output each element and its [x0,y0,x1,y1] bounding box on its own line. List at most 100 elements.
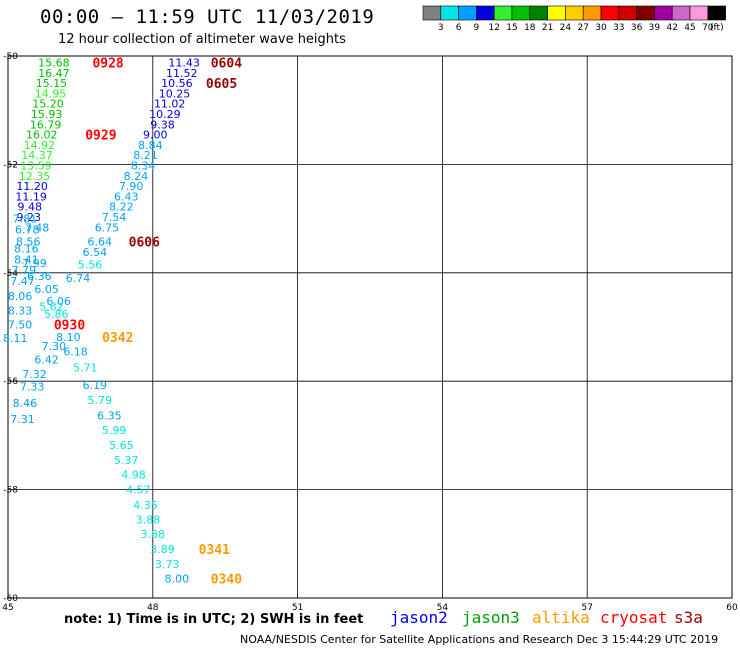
wave-height-value: 16.02 [26,129,58,142]
legend-swatch [458,5,477,21]
legend-bin-label: 36 [631,23,643,33]
wave-height-value: 4.98 [121,468,146,481]
satellite-legend-jason2: jason2 [390,608,448,627]
legend-swatch [618,5,637,21]
legend-swatch [547,5,566,21]
legend-bin-label: 6 [456,23,462,33]
wave-height-value: 7.90 [119,180,144,193]
legend-bin-label: 70 [702,23,714,33]
wave-height-value: 9.23 [17,211,42,224]
wave-height-value: 8.00 [165,572,190,585]
time-labels: 0928 0929 0930 0604 0605 0606 0342 0341 0340 [54,57,242,588]
wave-height-value: 7.81 [13,213,38,226]
pass-time-label: 0929 [85,129,116,144]
wave-height-value: 10.56 [161,77,193,90]
wave-height-value: 3.89 [150,543,175,556]
y-tick-label: -52 [3,160,18,170]
pass-time-label: 0604 [211,57,242,72]
wave-height-value: 6.35 [97,409,122,422]
legend-swatch [654,5,673,21]
pass-time-label: 0341 [199,543,230,558]
wave-height-value: 16.47 [38,67,70,80]
pass-time-label: 0930 [54,318,85,333]
wave-height-value: 8.41 [14,253,39,266]
wave-height-value: 9.38 [150,118,175,131]
wave-height-value: 7.33 [20,381,45,394]
wave-height-value: 8.11 [3,332,28,345]
wave-height-value: 10.25 [159,87,191,100]
wave-height-value: 8.24 [124,170,149,183]
pass-time-label: 0340 [211,572,242,587]
wave-height-value: 7.50 [8,318,33,331]
legend-swatch [529,5,548,21]
legend-swatch [671,5,691,21]
y-tick-label: -54 [3,269,18,279]
legend-swatch [476,5,495,21]
legend-bin-label: 18 [524,23,536,33]
wave-height-value: 7.31 [10,413,35,426]
legend-swatch [707,5,726,21]
x-tick-label: 45 [2,603,13,613]
wave-height-value: 8.84 [138,139,163,152]
wave-height-value: 5.99 [102,424,127,437]
wave-height-value: 3.73 [155,558,180,571]
legend-swatch [689,5,709,21]
color-legend: 3 6 9 12 15 18 21 24 27 30 33 36 39 42 45 70(ft) [422,5,726,33]
y-tick-label: -60 [3,594,18,604]
wave-height-value: 9.00 [143,129,168,142]
y-tick-label: -56 [3,377,18,387]
wave-height-value: 7.79 [12,264,37,277]
legend-bin-label: 24 [560,23,572,33]
wave-height-value: 15.20 [32,98,64,111]
wave-height-value: 8.22 [109,201,134,214]
wave-height-value: 11.52 [166,67,198,80]
wave-height-value: 6.74 [66,272,91,285]
wave-height-value: 15.68 [38,57,70,70]
wave-height-value: 11.43 [168,57,200,70]
x-tick-label: 54 [437,603,449,613]
wave-height-value: 16.79 [30,118,62,131]
wave-height-value: 12.35 [19,170,51,183]
satellite-legend-jason3: jason3 [462,608,520,627]
wave-height-value: 5.71 [73,362,98,375]
wave-height-value: 6.78 [15,223,40,236]
wave-height-value: 8.10 [56,331,81,344]
legend-bin-label: 21 [542,23,553,33]
wave-height-value: 6.05 [34,283,59,296]
x-tick-label: 51 [292,603,303,613]
legend-swatch [636,5,655,21]
legend-bin-label: 33 [613,23,624,33]
wave-height-value: 5.86 [44,308,69,321]
x-tick-label: 60 [726,603,738,613]
wave-height-value: 11.02 [154,98,186,111]
data-points: 15.6816.4715.1514.9515.2015.9316.7916.02… [3,57,200,586]
wave-height-value: 6.36 [27,270,52,283]
wave-height-value: 6.43 [114,190,139,203]
legend-unit: (ft) [710,23,724,33]
wave-height-value: 11.20 [16,180,48,193]
wave-height-value: 3.88 [136,513,161,526]
wave-height-value: 6.42 [34,354,59,367]
legend-swatch [565,5,584,21]
x-tick-label: 48 [147,603,159,613]
wave-height-value: 3.88 [141,528,166,541]
legend-bin-label: 9 [474,23,480,33]
wave-height-value: 8.33 [8,305,33,318]
wave-height-value: 8.16 [14,242,39,255]
wave-height-value: 5.56 [78,259,103,272]
legend-swatch [493,5,513,21]
wave-height-value: 7.32 [22,368,47,381]
wave-height-value: 5.79 [87,394,112,407]
x-tick-label: 57 [581,603,592,613]
wave-height-value: 15.93 [31,108,63,121]
wave-height-value: 6.54 [83,246,108,259]
wave-height-value: 7.47 [10,275,35,288]
wave-height-value: 6.75 [95,221,120,234]
wave-height-value: 8.34 [131,159,156,172]
wave-height-value: 9.48 [17,201,42,214]
wave-height-value: 10.29 [149,108,181,121]
legend-swatch [511,5,531,21]
plot-frame [7,55,733,599]
legend-bin-label: 45 [684,23,695,33]
